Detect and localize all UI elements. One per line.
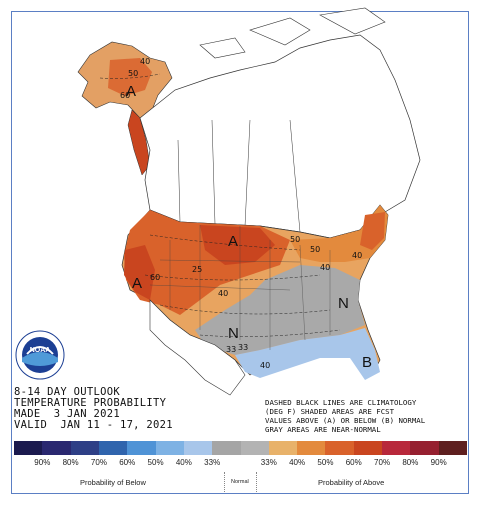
legend-percent-3: 60%	[119, 458, 136, 467]
legend-swatch-13	[382, 441, 411, 455]
legend-above-label: Probability of Above	[318, 478, 385, 487]
legend-normal-label: Normal	[231, 479, 249, 485]
legend-swatch-6	[183, 441, 213, 455]
outlook-line-1: 8-14 DAY OUTLOOK	[14, 386, 120, 398]
legend-percent-5: 40%	[175, 458, 192, 467]
legend-swatch-14	[410, 441, 439, 455]
legend-swatch-0	[14, 441, 43, 455]
legend-percent-12: 70%	[374, 458, 391, 467]
alaska-core	[108, 58, 152, 96]
map-label-17: 40	[260, 361, 270, 370]
legend-swatch-10	[297, 441, 326, 455]
noaa-logo-icon: NOAA	[15, 330, 65, 380]
arctic-island-1	[249, 17, 311, 46]
map-label-12: 40	[218, 289, 228, 298]
map-label-13: 40	[320, 263, 330, 272]
below-southeast	[235, 328, 380, 380]
legend-swatch-12	[353, 441, 383, 455]
legend-swatch-15	[438, 441, 467, 455]
legend-below-label: Probability of Below	[80, 478, 146, 487]
outlook-line-3: MADE 3 JAN 2021	[14, 408, 120, 420]
outlook-line-2: TEMPERATURE PROBABILITY	[14, 397, 167, 409]
legend-swatch-1	[42, 441, 71, 455]
map-label-11: 25	[192, 265, 202, 274]
legend-swatch-11	[325, 441, 354, 455]
legend-percent-8: 33%	[260, 458, 277, 467]
map-label-16: 33	[238, 343, 248, 352]
map-label-10: 60	[150, 273, 160, 282]
canada-province-lines	[177, 119, 301, 233]
legend-percent-13: 80%	[402, 458, 419, 467]
above-north-core	[200, 225, 275, 265]
legend-colorbar	[14, 441, 467, 455]
mexico-shape	[149, 299, 246, 396]
legend-percent-labels: 90% 80% 70% 60% 50% 40% 33% 33% 40% 50% 60% 70% 80% 9…	[14, 458, 467, 467]
disclaimer-line-2: (DEG F) SHADED AREAS ARE FCST	[265, 407, 395, 416]
legend-percent-spacer	[14, 458, 28, 467]
map-label-14: 40	[352, 251, 362, 260]
disclaimer-text: DASHED BLACK LINES ARE CLIMATOLOGY (DEG …	[265, 398, 425, 434]
legend-swatch-9	[268, 441, 298, 455]
legend-percent-spacer-end	[453, 458, 467, 467]
map-label-4: N	[338, 295, 349, 312]
map-label-6: 50	[128, 69, 138, 78]
legend-swatch-8	[240, 441, 269, 455]
map-label-3: N	[228, 325, 239, 342]
legend-swatch-4	[127, 441, 156, 455]
legend-percent-0: 90%	[34, 458, 51, 467]
legend-percent-9: 40%	[289, 458, 306, 467]
disclaimer-line-1: DASHED BLACK LINES ARE CLIMATOLOGY	[265, 398, 417, 407]
state-lines	[149, 225, 331, 350]
legend-swatch-3	[98, 441, 128, 455]
legend-separator-left	[224, 472, 225, 492]
legend-separator-right	[256, 472, 257, 492]
map-label-5: B	[362, 354, 372, 371]
above-northeast	[290, 205, 388, 262]
disclaimer-line-3: VALUES ABOVE (A) OR BELOW (B) NORMAL	[265, 416, 426, 425]
arctic-island-3	[199, 37, 246, 59]
map-label-2: A	[126, 83, 136, 100]
legend-swatch-5	[155, 441, 184, 455]
map-label-18: 33	[226, 345, 236, 354]
outlook-title: 8-14 DAY OUTLOOK TEMPERATURE PROBABILITY…	[14, 387, 173, 431]
legend-percent-1: 80%	[62, 458, 79, 467]
climatology-lines	[99, 73, 341, 337]
legend-swatch-7	[212, 441, 241, 455]
outlook-line-4: VALID JAN 11 - 17, 2021	[14, 419, 173, 431]
arctic-island-2	[319, 7, 386, 35]
disclaimer-line-4: GRAY AREAS ARE NEAR-NORMAL	[265, 425, 381, 434]
above-west-core	[124, 245, 155, 300]
legend-percent-10: 50%	[317, 458, 334, 467]
legend-percent-6: 33%	[204, 458, 221, 467]
map-label-0: A	[132, 275, 142, 292]
near-normal-region	[195, 265, 365, 355]
legend-swatch-2	[70, 441, 99, 455]
legend-percent-11: 60%	[345, 458, 362, 467]
legend-percent-14: 90%	[430, 458, 447, 467]
noaa-logo-text: NOAA	[30, 347, 51, 354]
map-label-1: A	[228, 233, 238, 250]
legend-percent-2: 70%	[90, 458, 107, 467]
legend-percent-4: 50%	[147, 458, 164, 467]
map-label-8: 60	[120, 91, 130, 100]
above-northeast-core	[360, 212, 385, 250]
legend-percent-7	[226, 458, 254, 467]
map-label-9: 50	[290, 235, 300, 244]
map-label-15: 50	[310, 245, 320, 254]
map-label-7: 40	[140, 57, 150, 66]
